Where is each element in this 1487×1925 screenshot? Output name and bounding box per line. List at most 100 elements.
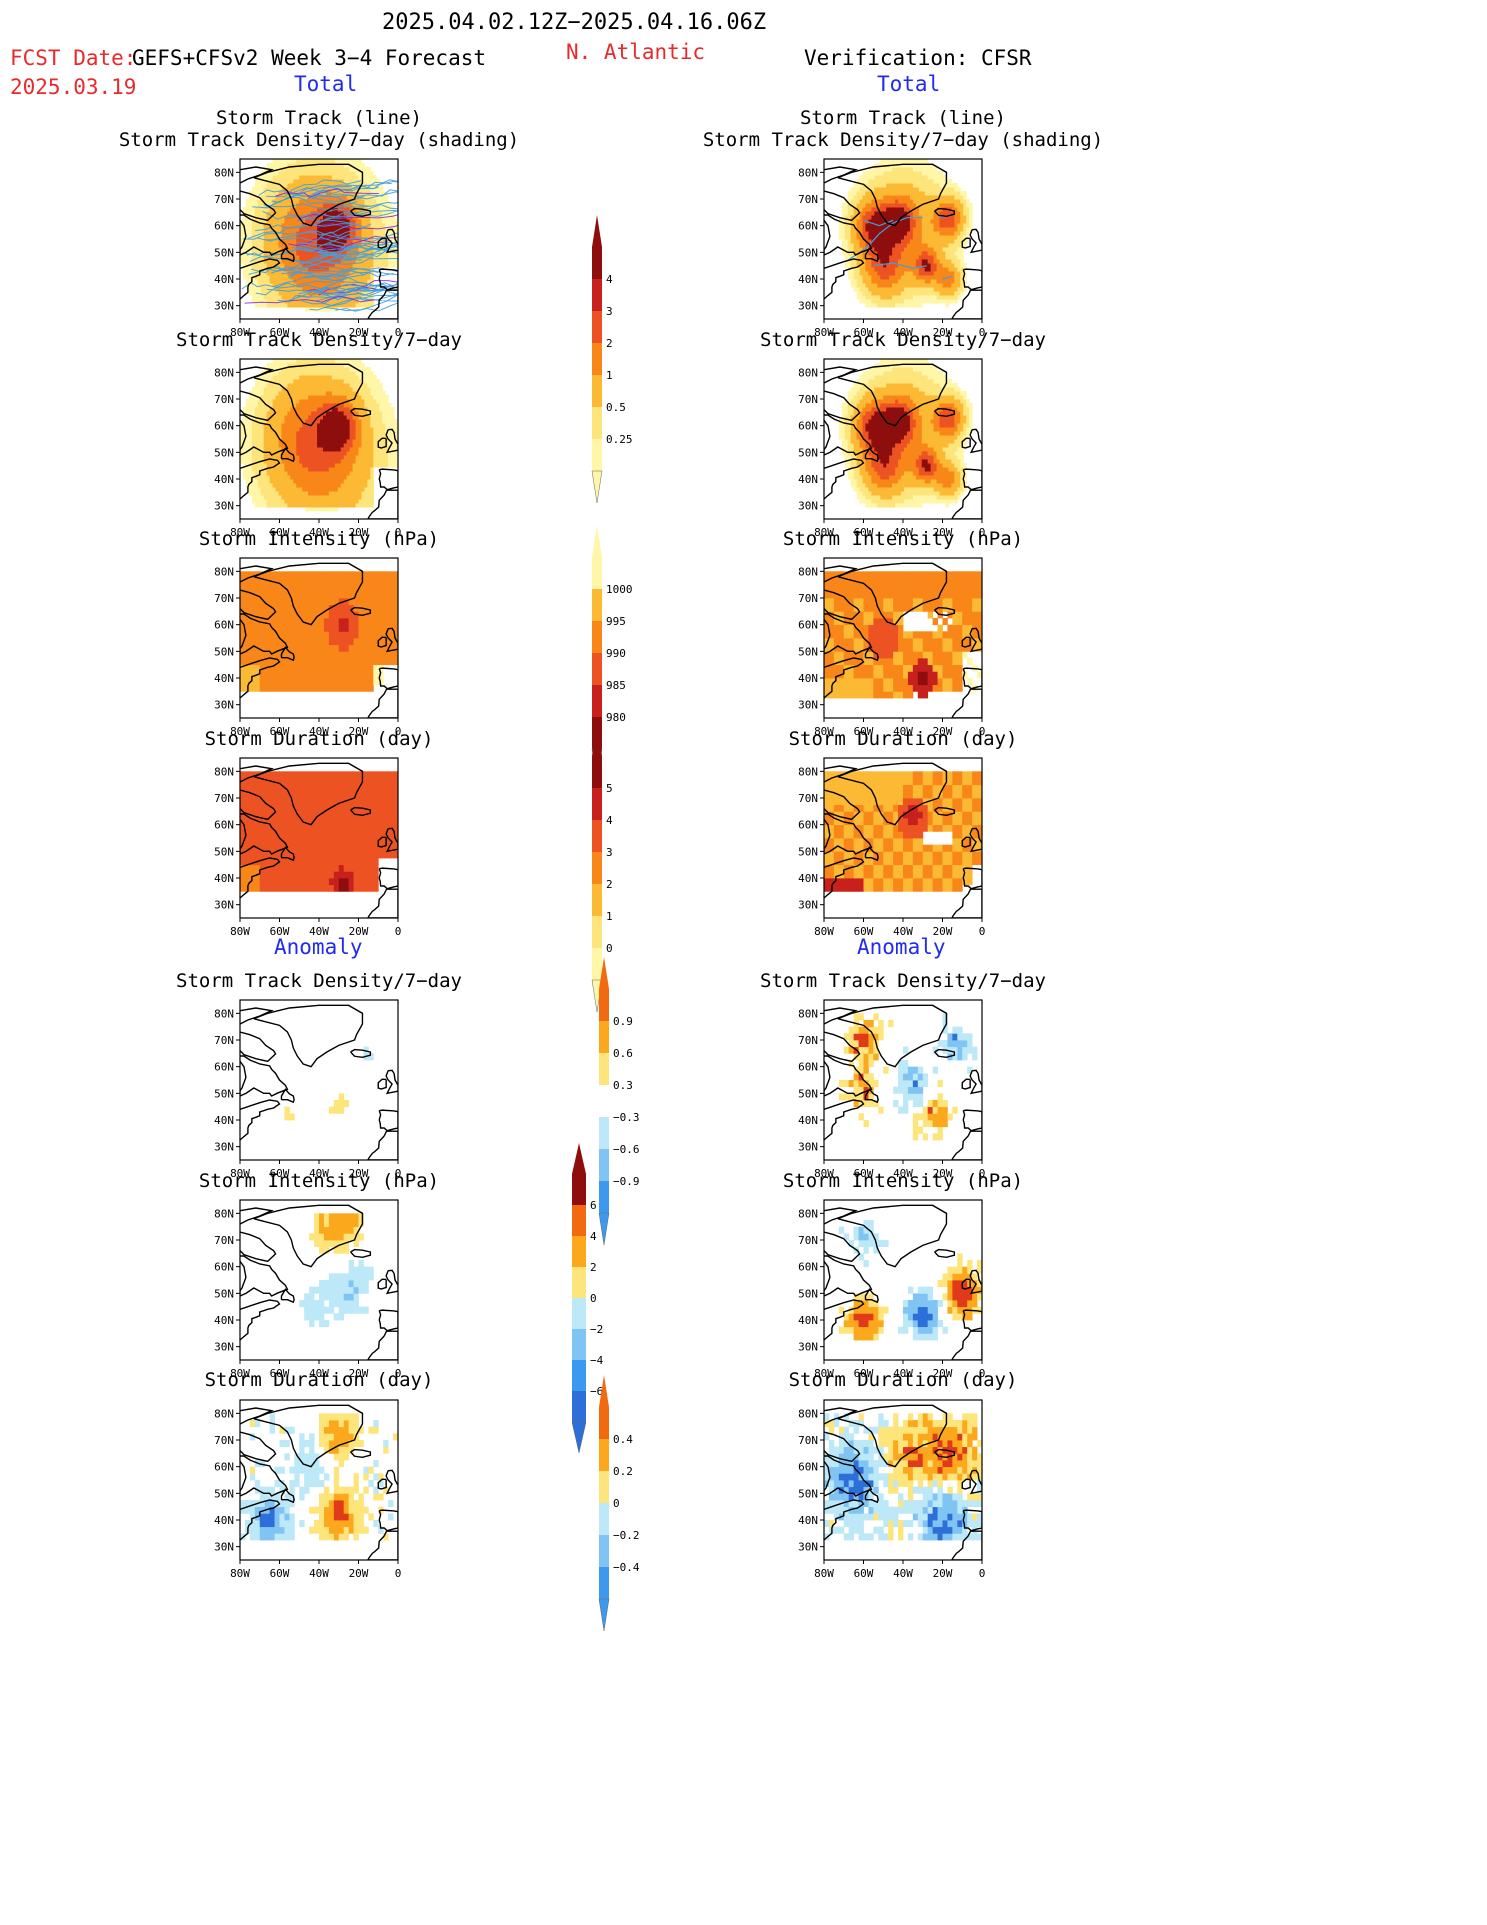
shade-cell bbox=[322, 479, 327, 484]
shade-cell bbox=[322, 499, 327, 504]
shade-cell bbox=[933, 299, 938, 304]
shade-cell bbox=[284, 203, 288, 208]
shade-cell bbox=[901, 275, 905, 280]
shade-cell bbox=[308, 471, 312, 476]
shade-cell bbox=[334, 431, 339, 436]
shade-cell bbox=[361, 463, 365, 468]
shade-cell bbox=[290, 303, 294, 308]
shade-cell bbox=[936, 235, 941, 240]
shade-cell bbox=[856, 283, 861, 288]
shade-cell bbox=[367, 379, 371, 384]
shade-cell bbox=[856, 239, 861, 244]
shade-cell bbox=[343, 503, 348, 508]
shade-cell bbox=[921, 247, 926, 252]
shade-cell bbox=[278, 503, 282, 508]
shade-cell bbox=[921, 219, 926, 224]
shade-cell bbox=[376, 207, 380, 212]
shade-cell bbox=[918, 187, 923, 192]
shade-cell bbox=[933, 291, 938, 296]
shade-cell bbox=[859, 291, 864, 296]
shade-cell bbox=[293, 487, 297, 492]
shade-cell bbox=[328, 363, 333, 368]
shade-cell bbox=[314, 387, 318, 392]
shade-cell bbox=[948, 263, 952, 268]
shade-cell bbox=[379, 411, 383, 416]
shade-cell bbox=[319, 263, 324, 268]
shade-cell bbox=[898, 259, 902, 264]
shade-cell bbox=[394, 463, 398, 468]
shade-cell bbox=[847, 271, 852, 276]
shade-cell bbox=[370, 263, 374, 268]
shade-cell bbox=[874, 295, 878, 300]
shade-cell bbox=[266, 175, 271, 180]
shade-cell bbox=[349, 367, 354, 372]
shade-cell bbox=[930, 175, 935, 180]
shade-cell bbox=[281, 187, 285, 192]
shade-cell bbox=[334, 299, 339, 304]
shade-cell bbox=[871, 179, 875, 184]
shade-cell bbox=[871, 215, 875, 220]
shade-cell bbox=[314, 483, 318, 488]
shade-cell bbox=[266, 279, 271, 284]
shade-cell bbox=[287, 279, 291, 284]
shade-cell bbox=[337, 443, 342, 448]
shade-cell bbox=[311, 375, 315, 380]
shade-cell bbox=[901, 287, 905, 292]
shade-cell bbox=[325, 383, 330, 388]
shade-cell bbox=[254, 303, 259, 308]
shade-cell bbox=[898, 207, 902, 212]
shade-cell bbox=[263, 431, 268, 436]
shade-cell bbox=[340, 303, 345, 308]
shade-cell bbox=[388, 459, 392, 464]
shade-cell bbox=[260, 491, 265, 496]
shade-cell bbox=[886, 251, 890, 256]
shade-cell bbox=[311, 491, 315, 496]
shade-cell bbox=[337, 243, 342, 248]
shade-cell bbox=[343, 263, 348, 268]
shade-cell bbox=[272, 423, 277, 428]
shade-cell bbox=[895, 199, 899, 204]
shade-cell bbox=[302, 471, 306, 476]
shade-cell bbox=[284, 495, 288, 500]
shade-cell bbox=[346, 427, 351, 432]
shade-cell bbox=[865, 243, 869, 248]
shade-cell bbox=[260, 275, 265, 280]
shade-cell bbox=[281, 363, 285, 368]
shade-cell bbox=[284, 415, 288, 420]
shade-cell bbox=[382, 407, 386, 412]
shade-cell bbox=[263, 243, 268, 248]
storm-track-line bbox=[312, 179, 398, 195]
shade-cell bbox=[963, 263, 967, 268]
storm-track-line bbox=[312, 194, 398, 207]
shade-cell bbox=[269, 187, 274, 192]
shade-cell bbox=[346, 467, 351, 472]
shade-cell bbox=[340, 159, 345, 164]
shade-cell bbox=[317, 411, 321, 416]
shade-cell bbox=[281, 291, 285, 296]
shade-cell bbox=[352, 451, 357, 456]
shade-cell bbox=[877, 183, 881, 188]
shade-cell bbox=[251, 467, 256, 472]
shade-cell bbox=[311, 371, 315, 376]
shade-cell bbox=[859, 259, 864, 264]
shade-cell bbox=[245, 207, 250, 212]
shade-cell bbox=[311, 175, 315, 180]
shade-cell bbox=[302, 455, 306, 460]
shade-cell bbox=[361, 167, 365, 172]
shade-cell bbox=[284, 283, 288, 288]
shade-cell bbox=[364, 391, 368, 396]
shade-cell bbox=[302, 179, 306, 184]
shade-cell bbox=[939, 219, 943, 224]
shade-cell bbox=[915, 287, 920, 292]
shade-cell bbox=[302, 259, 306, 264]
shade-cell bbox=[349, 243, 354, 248]
shade-cell bbox=[331, 159, 336, 164]
shade-cell bbox=[906, 227, 911, 232]
shade-cell bbox=[889, 299, 893, 304]
shade-cell bbox=[337, 383, 342, 388]
shade-cell bbox=[281, 287, 285, 292]
shade-cell bbox=[340, 479, 345, 484]
shade-cell bbox=[340, 435, 345, 440]
shade-cell bbox=[272, 503, 277, 508]
shade-cell bbox=[245, 479, 250, 484]
